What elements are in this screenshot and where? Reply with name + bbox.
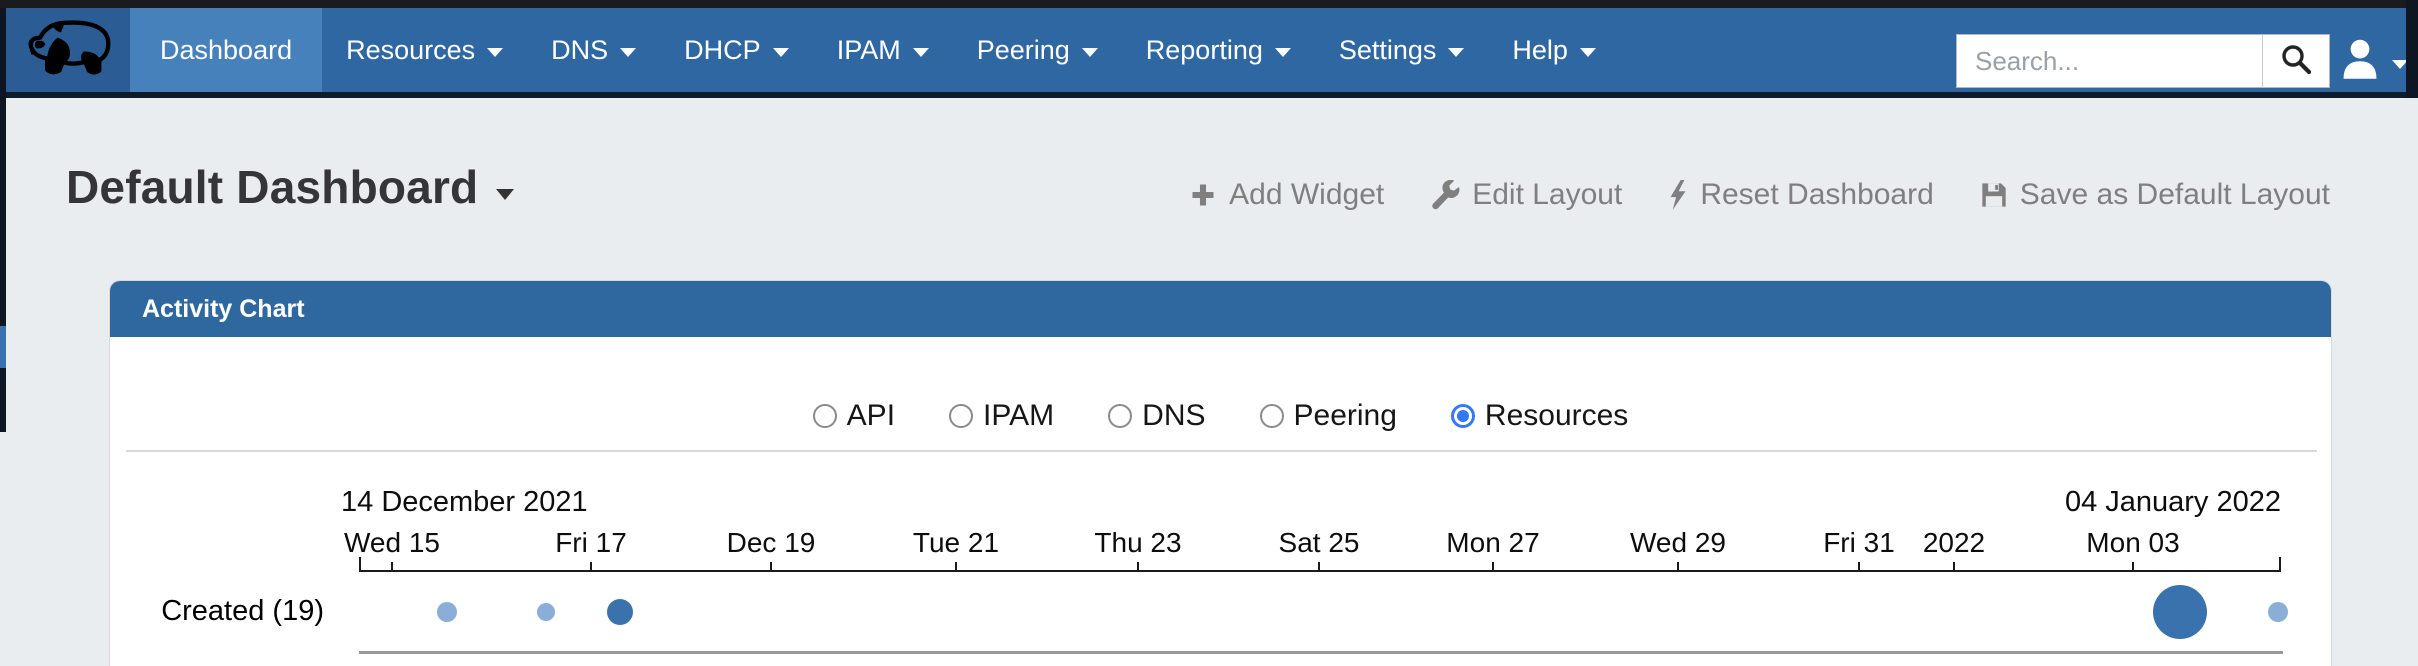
nav-item-dhcp[interactable]: DHCP [660,8,813,92]
window-frame-left [0,8,6,432]
action-label: Add Widget [1229,178,1385,211]
chevron-down-icon [1448,47,1465,57]
page-title: Default Dashboard [66,161,479,213]
wrench-icon [1430,180,1460,210]
search-icon [2280,43,2312,80]
filter-radio-peering[interactable]: Peering [1259,399,1397,433]
window-frame-right [2406,0,2418,98]
reset-dashboard-button[interactable]: Reset Dashboard [1668,178,1934,212]
nav-item-label: Reporting [1145,34,1263,65]
dashboard-actions: Add Widget Edit Layout Reset Dashboard Save… [1189,178,2330,212]
activity-data-point[interactable] [607,599,633,625]
nav-item-peering[interactable]: Peering [953,8,1122,92]
nav-item-help[interactable]: Help [1488,8,1620,92]
nav-item-label: Help [1512,34,1568,65]
save-as-default-layout-button[interactable]: Save as Default Layout [1980,178,2330,212]
navbar-menu: Dashboard Resources DNS DHCP IPAM Peering Repo… [130,8,1620,92]
filter-radio-ipam[interactable]: IPAM [949,399,1054,433]
chevron-down-icon [2392,59,2408,69]
app-logo[interactable] [6,8,130,92]
plus-icon [1189,181,1217,209]
nav-item-resources[interactable]: Resources [322,8,527,92]
radio-button-icon [949,404,974,428]
navbar-search [1956,34,2330,88]
action-label: Reset Dashboard [1700,178,1934,211]
widget-divider [126,450,2317,452]
chevron-down-icon [772,47,789,57]
filter-radio-resources[interactable]: Resources [1450,399,1629,433]
chevron-down-icon [1579,47,1596,57]
chevron-down-icon [912,47,929,57]
search-input[interactable] [1956,34,2262,88]
panda-logo-icon [22,15,114,86]
widget-title: Activity Chart [142,294,305,323]
nav-item-ipam[interactable]: IPAM [813,8,953,92]
activity-data-point[interactable] [537,603,555,621]
action-label: Edit Layout [1472,178,1623,211]
widget-header[interactable]: Activity Chart [110,281,2331,337]
nav-item-label: Dashboard [160,34,293,65]
nav-item-label: DHCP [684,34,761,65]
window-frame-left-blue-segment [0,326,6,368]
bolt-icon [1668,180,1688,210]
activity-data-point[interactable] [2268,602,2288,622]
chevron-down-icon [496,188,515,200]
dashboard-title-row[interactable]: Default Dashboard [66,160,515,214]
chevron-down-icon [487,47,504,57]
chevron-down-icon [620,47,637,57]
radio-label: Resources [1484,399,1629,432]
chevron-down-icon [1081,47,1098,57]
radio-button-icon [1108,404,1133,428]
radio-label: DNS [1142,399,1206,432]
nav-item-dashboard[interactable]: Dashboard [130,8,323,92]
search-button[interactable] [2262,34,2330,88]
user-menu[interactable] [2340,34,2408,88]
radio-label: Peering [1293,399,1397,432]
nav-item-label: Peering [976,34,1070,65]
radio-button-icon [812,404,837,428]
chevron-down-icon [1274,47,1291,57]
filter-radio-dns[interactable]: DNS [1108,399,1206,433]
nav-item-label: DNS [551,34,609,65]
activity-data-point[interactable] [437,602,457,622]
filter-radio-api[interactable]: API [812,399,896,433]
radio-label: IPAM [983,399,1055,432]
action-label: Save as Default Layout [2019,178,2330,211]
radio-button-icon [1450,404,1475,428]
activity-data-point[interactable] [2153,585,2207,639]
radio-button-icon [1259,404,1284,428]
nav-item-dns[interactable]: DNS [527,8,660,92]
radio-label: API [846,399,896,432]
top-navbar: Dashboard Resources DNS DHCP IPAM Peering Repo… [0,8,2418,98]
activity-filter-group: API IPAM DNS Peering Resources [110,399,2331,433]
add-widget-button[interactable]: Add Widget [1189,178,1384,212]
nav-item-label: Settings [1338,34,1437,65]
nav-item-label: IPAM [836,34,901,65]
nav-item-reporting[interactable]: Reporting [1122,8,1315,92]
nav-item-settings[interactable]: Settings [1315,8,1489,92]
activity-chart-widget: Activity Chart API IPAM DNS Peering Resource… [110,281,2331,666]
save-icon [1980,181,2008,209]
user-icon [2340,37,2380,86]
edit-layout-button[interactable]: Edit Layout [1430,178,1622,212]
nav-item-label: Resources [346,34,476,65]
window-frame-top [0,0,2418,8]
